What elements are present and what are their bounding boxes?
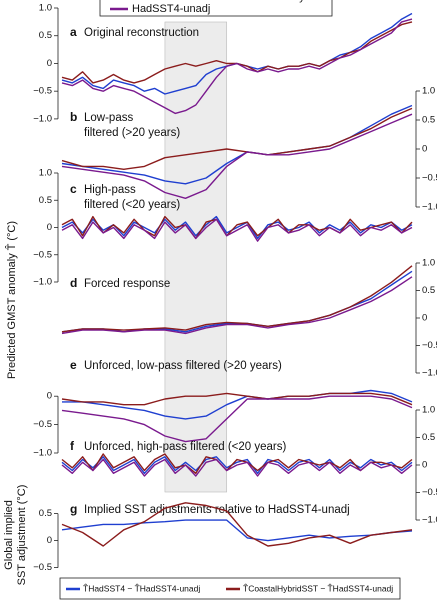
y-tick-label: 0.5 — [39, 195, 52, 206]
y-tick-label: 1.0 — [422, 86, 435, 97]
series-line — [61, 458, 413, 477]
legend-label: HadSST4 — [132, 0, 180, 3]
y-tick-label: −0.5 — [422, 487, 437, 498]
legend-label: HadSST4-unadj — [132, 3, 210, 15]
shade-layer — [164, 21, 228, 493]
panel-letter: a — [70, 25, 77, 39]
panel-title: Original reconstruction — [84, 27, 199, 39]
y-tick-label: 0 — [422, 313, 427, 324]
y-tick-label: 0 — [47, 391, 52, 402]
panel-letter: d — [70, 276, 77, 290]
series-line — [61, 265, 413, 333]
panel-title: Forced response — [84, 278, 170, 290]
panel-title: Low-pass — [84, 112, 133, 124]
y-tick-label: 0 — [47, 58, 52, 69]
legend-box — [99, 0, 333, 17]
series-line — [61, 502, 413, 547]
y-tick-label: −0.5 — [33, 562, 52, 573]
panel-title: Unforced, low-pass filtered (>20 years) — [84, 360, 282, 372]
panel-title: High-pass — [84, 184, 136, 196]
y-tick-label: −1.0 — [422, 515, 437, 526]
panel-title: filtered (>20 years) — [84, 127, 180, 139]
panel-letter: b — [70, 110, 77, 124]
y-tick-label: 0.5 — [39, 508, 52, 519]
panel-letter: f — [70, 439, 75, 453]
y-tick-label: 1.0 — [422, 405, 435, 416]
panel-title: Unforced, high-pass filtered (<20 years) — [84, 441, 286, 453]
y-tick-label: 0.5 — [422, 285, 435, 296]
legend-label: T̂HadSST4 − T̂HadSST4-unadj — [83, 583, 200, 593]
series-line — [61, 18, 413, 115]
series-line — [61, 392, 413, 406]
legend-label: CoastalHybridSST — [254, 0, 345, 3]
y-axis-label-g: SST adjustment (°C) — [16, 485, 28, 586]
y-tick-label: 1.0 — [39, 168, 52, 179]
series-line — [61, 215, 413, 240]
series-line — [61, 519, 413, 542]
series-line — [61, 113, 413, 199]
y-tick-label: −1.0 — [33, 113, 52, 124]
y-tick-label: 1.0 — [422, 258, 435, 269]
y-tick-label: −1.0 — [33, 277, 52, 288]
y-tick-label: 0.5 — [422, 115, 435, 126]
series-line — [61, 453, 413, 474]
y-tick-label: −0.5 — [33, 249, 52, 260]
y-tick-label: −1.0 — [422, 202, 437, 213]
series-line — [61, 107, 413, 170]
y-tick-label: −1.0 — [422, 368, 437, 379]
panel-letter: e — [70, 358, 77, 372]
panel-letter: c — [70, 182, 77, 196]
y-tick-label: 1.0 — [39, 3, 52, 14]
panel-letter: g — [70, 502, 77, 516]
series-line — [61, 276, 413, 335]
y-tick-label: −0.5 — [33, 419, 52, 430]
y-tick-label: 0 — [422, 460, 427, 471]
y-tick-label: −0.5 — [422, 173, 437, 184]
y-tick-label: −0.5 — [422, 340, 437, 351]
series-line — [61, 218, 413, 242]
y-tick-label: −0.5 — [33, 86, 52, 97]
y-tick-label: 0.5 — [39, 30, 52, 41]
shaded-period — [164, 21, 228, 493]
series-line — [61, 395, 413, 443]
y-tick-label: 0 — [47, 222, 52, 233]
y-axis-label: Predicted GMST anomaly T̂ (°C) — [4, 221, 18, 379]
panel-title: filtered (<20 years) — [84, 199, 180, 211]
y-axis-label-g: Global implied — [3, 500, 15, 570]
y-tick-label: 0 — [47, 535, 52, 546]
y-tick-label: 0 — [422, 144, 427, 155]
panel-title: Implied SST adjustments relative to HadS… — [84, 504, 350, 516]
series-line — [61, 215, 413, 240]
y-tick-label: 0.5 — [422, 432, 435, 443]
y-tick-label: −1.0 — [33, 448, 52, 459]
legend-label: T̂CoastalHybridSST − T̂HadSST4-unadj — [243, 583, 393, 593]
